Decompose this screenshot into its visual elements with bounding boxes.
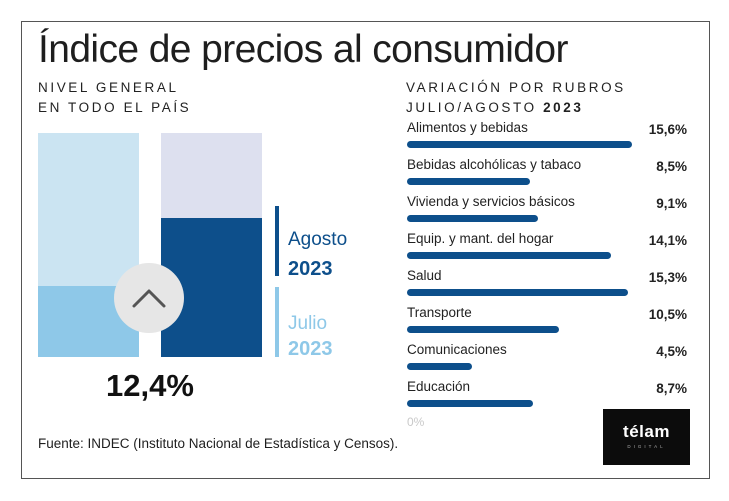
right-caption-period: JULIO/AGOSTO	[406, 100, 544, 115]
right-caption-year: 2023	[543, 100, 584, 115]
rubro-value-label: 14,1%	[648, 233, 687, 248]
rubro-bar	[407, 141, 632, 148]
chart-title: Índice de precios al consumidor	[38, 28, 568, 71]
rubro-label: Equip. y mant. del hogar	[407, 231, 554, 246]
right-caption: VARIACIÓN POR RUBROS JULIO/AGOSTO 2023	[406, 78, 626, 118]
rubro-label: Bebidas alcohólicas y tabaco	[407, 157, 582, 172]
legend-marker-julio	[275, 287, 279, 357]
rubro-value-label: 10,5%	[648, 307, 687, 322]
logo-subtext: DIGITAL	[627, 444, 666, 449]
left-caption: NIVEL GENERAL EN TODO EL PAÍS	[38, 78, 191, 118]
rubro-value-label: 9,1%	[656, 196, 687, 211]
rubro-label: Transporte	[407, 305, 472, 320]
legend-year-julio: 2023	[288, 338, 333, 360]
rubro-bar	[407, 363, 472, 370]
logo-text: télam	[623, 422, 670, 441]
right-caption-line2: JULIO/AGOSTO 2023	[406, 98, 626, 118]
rubro-value-label: 15,6%	[648, 122, 687, 137]
rubro-value-label: 4,5%	[656, 344, 687, 359]
rubro-label: Comunicaciones	[407, 342, 507, 357]
telam-logo: télam DIGITAL	[603, 409, 690, 465]
rubro-label: Alimentos y bebidas	[407, 120, 528, 135]
legend-name-julio: Julio	[288, 313, 328, 334]
increase-badge	[114, 263, 184, 333]
chevron-up-icon	[132, 289, 166, 308]
right-caption-line1: VARIACIÓN POR RUBROS	[406, 80, 626, 95]
rubro-bar	[407, 252, 611, 259]
rubro-value-label: 8,5%	[656, 159, 687, 174]
rubro-value-label: 15,3%	[648, 270, 687, 285]
rubro-bar	[407, 215, 538, 222]
legend-name-agosto: Agosto	[288, 229, 348, 250]
rubro-label: Educación	[407, 379, 471, 394]
rubro-bar	[407, 326, 559, 333]
legend-year-agosto: 2023	[288, 258, 333, 280]
rubro-value-label: 8,7%	[656, 381, 687, 396]
rubro-bar	[407, 289, 628, 296]
source-note: Fuente: INDEC (Instituto Nacional de Est…	[38, 436, 399, 451]
legend-marker-agosto	[275, 206, 279, 276]
left-caption-line2: EN TODO EL PAÍS	[38, 100, 192, 115]
rubro-label: Vivienda y servicios básicos	[407, 194, 575, 209]
axis-zero-label: 0%	[407, 415, 425, 429]
left-caption-line1: NIVEL GENERAL	[38, 80, 179, 95]
rubro-bar	[407, 178, 530, 185]
rubro-bar	[407, 400, 533, 407]
rubro-label: Salud	[407, 268, 442, 283]
headline-value: 12,4%	[106, 368, 194, 403]
